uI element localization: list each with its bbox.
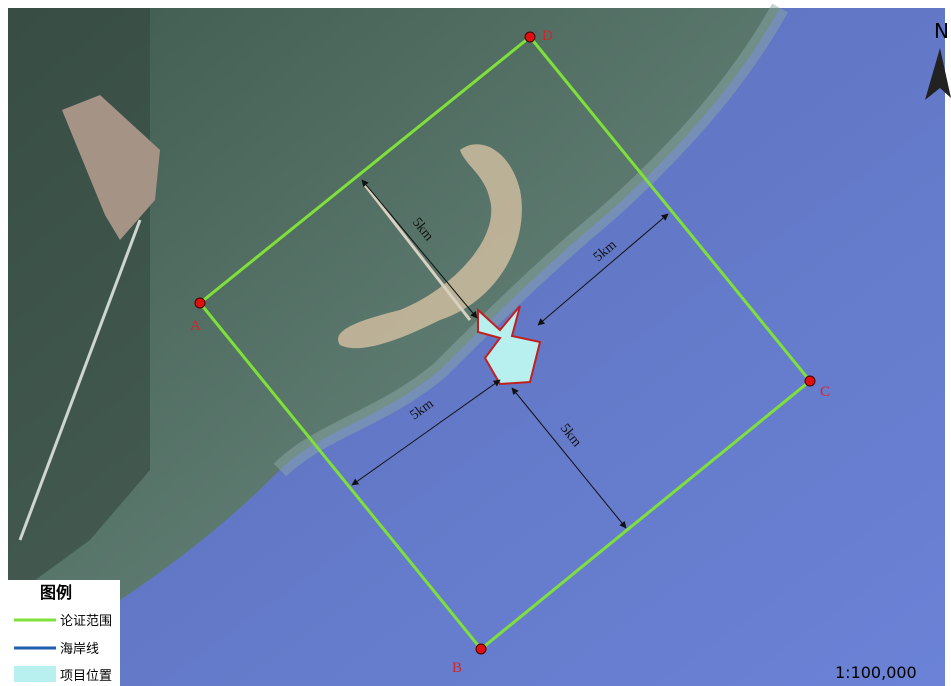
vertex	[804, 375, 816, 387]
project-area	[477, 305, 542, 386]
legend-item: 论证范围	[60, 614, 112, 629]
vertex-label: A	[190, 318, 201, 334]
distance-arrow	[537, 213, 669, 326]
vertex	[524, 31, 536, 43]
distance-arrow	[361, 179, 478, 319]
north-arrow	[925, 48, 951, 100]
vertex	[475, 643, 487, 655]
island-built	[62, 95, 160, 240]
vertex	[194, 297, 206, 309]
vertex-label: C	[820, 384, 830, 400]
scale: 1:100,000	[835, 663, 917, 682]
distance-arrow	[511, 387, 627, 529]
legend-item: 海岸线	[60, 642, 99, 657]
north-label: N	[934, 19, 949, 43]
legend-title: 图例	[40, 583, 72, 602]
causeway	[18, 219, 142, 541]
vertex-label: D	[542, 28, 553, 44]
legend-item: 项目位置	[60, 669, 112, 684]
vertex-label: B	[452, 660, 462, 676]
distance-arrow	[351, 379, 501, 486]
legend-swatch	[14, 666, 56, 682]
